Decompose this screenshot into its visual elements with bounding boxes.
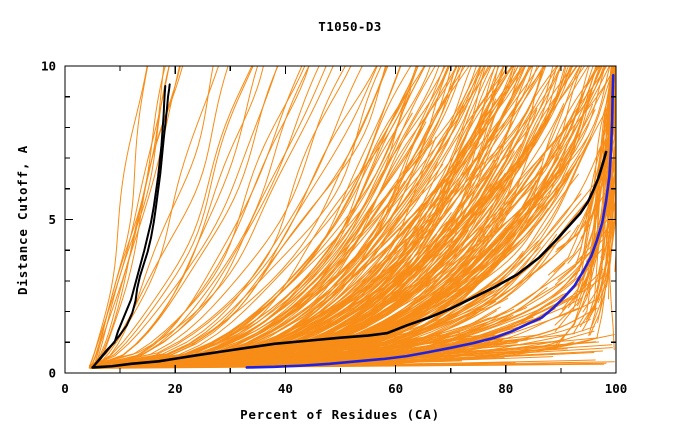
ensemble-curve [93,88,412,369]
ensemble-curve [96,106,609,367]
ensemble-curve [95,65,389,369]
ensemble-curve [95,92,506,369]
ensemble-curve [93,65,481,366]
y-axis-label: Distance Cutoff, A [15,145,30,295]
ensemble-curve [91,101,511,369]
ensemble-curve [92,65,181,367]
ensemble-curve [91,65,254,368]
ensemble-curve [90,65,259,368]
ensemble-curve [94,161,438,369]
ensemble-curve [92,109,538,369]
x-tick-label: 20 [168,381,183,396]
ensemble-curve [94,65,500,369]
ensemble-curve [90,65,279,369]
ensemble-curve [94,65,170,367]
x-tick-label: 60 [388,381,403,396]
ensemble-curve [90,65,166,368]
ensemble-curve [97,65,352,366]
ensemble-curve [92,103,565,369]
ensemble-curve [92,105,518,367]
ensemble-curve [90,65,377,369]
series-outlier-black-1 [91,84,167,369]
ensemble-curve [95,149,533,367]
ensemble-curve [94,121,427,368]
tick-labels: 0 20 40 60 80 100 0 5 10 [41,59,627,397]
ensemble-curve [95,121,514,368]
ensemble-curve [90,106,534,367]
ensemble-curve [91,65,436,367]
ensemble-curve [88,65,264,368]
ensemble-curve [92,139,433,369]
ensemble-curve [90,65,482,367]
y-tick-label: 0 [48,366,56,381]
ensemble-curve [89,65,320,367]
ensemble-curve [95,350,524,368]
ensemble-curve [93,65,419,369]
x-tick-label: 0 [61,381,69,396]
ensemble-curve [93,141,480,367]
ensemble-curve [89,65,363,367]
series-outlier-black-2 [91,83,171,369]
ensemble-curve [89,65,451,368]
ensemble-curve [562,65,617,311]
ensemble-curve [91,65,464,368]
y-tick-label: 10 [41,59,56,74]
ensemble-curve [96,65,219,366]
ensemble-curve [93,112,413,368]
ensemble-curve [89,65,278,368]
y-tick-label: 5 [48,212,56,227]
ensemble-curve [91,183,492,367]
ensemble-curve [96,65,386,367]
ensemble-curve [93,219,429,368]
ensemble-curve [92,102,464,368]
ensemble-curve [93,109,596,369]
axis-frame: 0 20 40 60 80 100 0 5 10 [41,59,627,397]
ensemble-curve [93,65,446,369]
x-axis-label: Percent of Residues (CA) [240,407,440,422]
ensemble-curve [95,65,310,369]
x-tick-label: 100 [605,381,628,396]
ensemble-curve [89,65,449,367]
ensemble-curve [94,65,482,368]
x-tick-label: 40 [278,381,293,396]
ensemble-curve [89,172,506,369]
ensemble-curve [92,65,346,368]
tick-marks [64,65,617,374]
ensemble-curve [95,110,576,368]
ensemble-curve [95,65,401,369]
ensemble-curve [94,65,327,367]
chart-title: T1050-D3 [318,19,381,34]
ensemble-curve [89,65,148,367]
ensemble-curve [91,189,453,369]
series-best-model-black [91,150,608,369]
ensemble-curve [88,65,460,367]
ensemble-curve [95,136,437,369]
ensemble-curve [91,105,471,368]
ensemble-curve [95,65,303,369]
x-tick-label: 80 [498,381,513,396]
ensemble-curve [92,65,402,367]
ensemble-curve [89,180,406,367]
ensemble-curve [90,187,449,367]
ensemble-curve [95,127,423,369]
ensemble-curve [95,207,425,368]
ensemble-curves [88,65,617,369]
ensemble-curve [91,65,253,368]
ensemble-curve [95,82,411,367]
ensemble-curve [92,338,433,368]
ensemble-curve [96,131,475,368]
highlight-curves [91,73,615,369]
ensemble-curve [95,98,497,367]
ensemble-curve [95,161,520,369]
series-reference-blue [245,73,615,369]
